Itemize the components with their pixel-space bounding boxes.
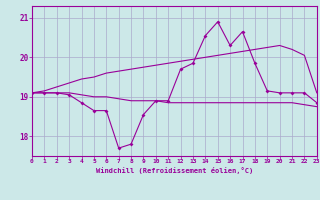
- X-axis label: Windchill (Refroidissement éolien,°C): Windchill (Refroidissement éolien,°C): [96, 167, 253, 174]
